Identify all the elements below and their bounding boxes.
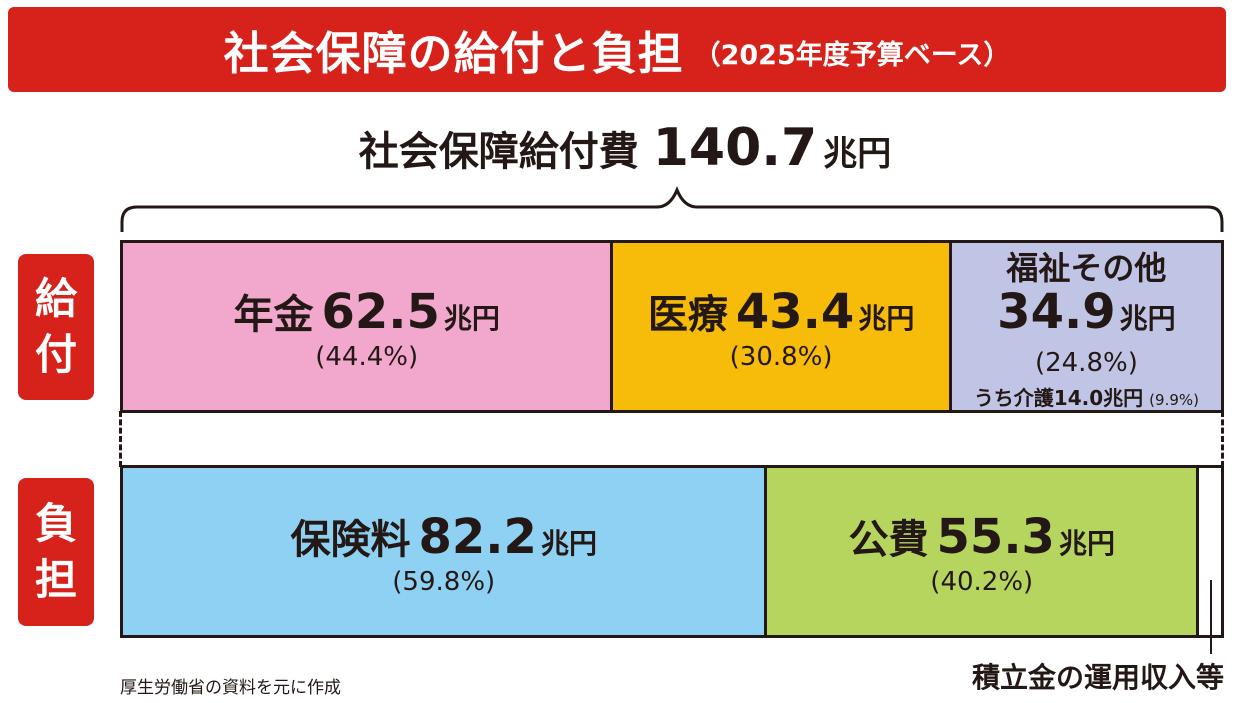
premium-pct: (59.8%) xyxy=(392,566,496,597)
left-dashed-connector xyxy=(119,411,122,467)
premium-unit: 兆円 xyxy=(540,526,597,560)
welfare-pct: (24.8%) xyxy=(1034,347,1138,378)
burden-side-label: 負 担 xyxy=(18,478,94,626)
burden-bar: 保険料 82.2 兆円 (59.8%) 公費 55.3 兆円 (40.2%) xyxy=(120,465,1224,638)
total-benefit-label: 社会保障給付費 140.7 兆円 xyxy=(0,118,1250,178)
care-pct: (9.9%) xyxy=(1149,390,1199,409)
benefit-side-label: 給 付 xyxy=(18,254,94,400)
medical-value: 43.4 xyxy=(735,283,855,340)
source-note: 厚生労働省の資料を元に作成 xyxy=(120,678,341,698)
benefit-segment-pension: 年金 62.5 兆円 (44.4%) xyxy=(123,243,611,410)
public-name: 公費 xyxy=(848,516,929,563)
burden-segment-premium: 保険料 82.2 兆円 (59.8%) xyxy=(123,468,765,635)
chart-title: 社会保障の給付と負担 xyxy=(223,27,684,80)
medical-unit: 兆円 xyxy=(858,301,915,335)
care-text: うち介護14.0兆円 xyxy=(973,385,1144,410)
burden-segment-public: 公費 55.3 兆円 (40.2%) xyxy=(764,468,1197,635)
total-brace xyxy=(120,186,1224,232)
fund-income-leader-line xyxy=(1210,580,1212,654)
pension-value: 62.5 xyxy=(321,283,440,340)
pension-name: 年金 xyxy=(233,291,314,338)
welfare-value: 34.9 xyxy=(997,283,1116,340)
public-unit: 兆円 xyxy=(1058,526,1115,560)
welfare-unit: 兆円 xyxy=(1119,301,1176,335)
fund-income-label: 積立金の運用収入等 xyxy=(971,661,1224,694)
pension-unit: 兆円 xyxy=(443,301,500,335)
public-value: 55.3 xyxy=(936,508,1055,565)
chart-subtitle: （2025年度予算ベース） xyxy=(693,40,1011,71)
welfare-name: 福祉その他 xyxy=(1006,248,1167,287)
premium-name: 保険料 xyxy=(290,516,411,563)
benefit-segment-welfare: 福祉その他 34.9 兆円 (24.8%) うち介護14.0兆円 (9.9%) xyxy=(948,243,1221,411)
burden-segment-fund-income xyxy=(1196,468,1221,635)
total-name: 社会保障給付費 xyxy=(358,129,639,175)
total-unit: 兆円 xyxy=(823,134,892,174)
premium-value: 82.2 xyxy=(418,508,537,565)
pension-pct: (44.4%) xyxy=(315,341,419,372)
title-banner: 社会保障の給付と負担 （2025年度予算ベース） xyxy=(8,7,1226,92)
right-dashed-connector xyxy=(1221,411,1224,467)
medical-name: 医療 xyxy=(647,291,728,338)
benefit-segment-medical: 医療 43.4 兆円 (30.8%) xyxy=(610,243,949,410)
medical-pct: (30.8%) xyxy=(729,341,833,372)
total-value: 140.7 xyxy=(652,118,818,178)
public-pct: (40.2%) xyxy=(930,566,1034,597)
benefit-bar: 年金 62.5 兆円 (44.4%) 医療 43.4 兆円 (30.8%) 福祉その他 … xyxy=(120,240,1224,413)
care-subline: うち介護14.0兆円 (9.9%) xyxy=(974,382,1199,411)
